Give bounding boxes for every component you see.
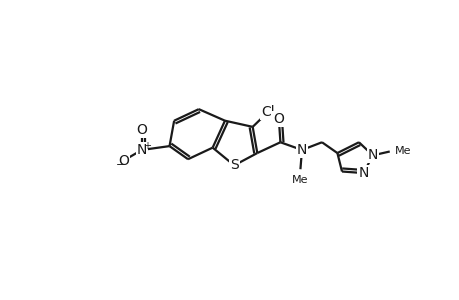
Text: N: N — [136, 143, 147, 157]
Text: O: O — [118, 154, 129, 168]
Text: N: N — [358, 166, 368, 180]
Text: S: S — [230, 158, 238, 172]
Text: Me: Me — [394, 146, 411, 157]
Text: O: O — [273, 112, 284, 126]
Text: Me: Me — [291, 176, 308, 185]
Text: N: N — [296, 143, 307, 157]
Text: +: + — [143, 141, 151, 151]
Text: Cl: Cl — [261, 105, 274, 119]
Text: O: O — [136, 123, 147, 137]
Text: N: N — [367, 148, 377, 162]
Text: −: − — [116, 160, 125, 170]
